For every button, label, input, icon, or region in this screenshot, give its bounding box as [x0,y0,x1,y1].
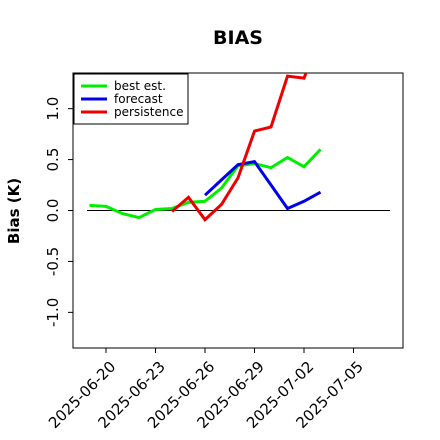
chart-title: BIAS [213,27,263,49]
plot-area [72,72,404,349]
y-tick-label: 0.0 [44,199,62,223]
axis-ticks: -1.0-0.50.00.51.02025-06-202025-06-23202… [44,97,367,432]
y-tick-label: -0.5 [44,247,62,276]
legend-label: best est. [114,79,166,93]
legend-label: persistence [114,105,183,119]
legend-label: forecast [114,92,163,106]
y-tick-label: -1.0 [44,298,62,327]
series-line-persistence [171,73,308,222]
series-group [89,73,322,222]
y-tick-label: 0.5 [44,148,62,172]
y-axis-label: Bias (K) [5,178,23,244]
y-tick-label: 1.0 [44,97,62,121]
series-line-forecast [203,159,322,211]
series-line-best-est [89,148,322,220]
